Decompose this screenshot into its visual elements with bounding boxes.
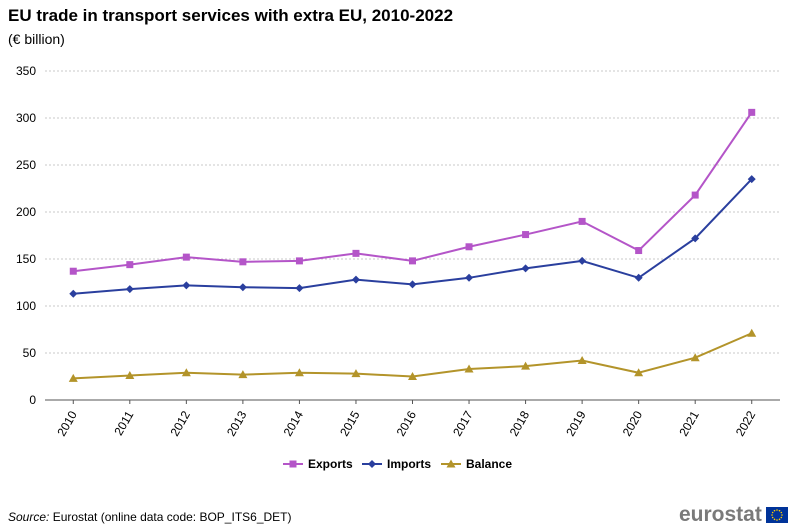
- data-point-exports: [691, 191, 699, 199]
- data-point-exports: [69, 267, 77, 275]
- data-point-balance: [634, 368, 644, 377]
- source-note: Source: Eurostat (online data code: BOP_…: [8, 510, 292, 524]
- series-line-exports: [73, 111, 753, 273]
- x-tick-label: 2011: [111, 408, 136, 438]
- data-point-exports: [295, 257, 303, 265]
- data-point-exports: [522, 231, 530, 239]
- legend-marker-balance: [446, 459, 456, 468]
- data-point-balance: [521, 361, 531, 370]
- data-point-balance: [464, 364, 474, 373]
- y-tick-label: 200: [16, 205, 36, 219]
- data-point-balance: [294, 368, 304, 377]
- x-tick-label: 2013: [224, 408, 250, 438]
- data-point-balance: [408, 372, 417, 380]
- data-point-balance: [238, 370, 248, 379]
- y-tick-label: 100: [16, 299, 36, 313]
- source-label: Source:: [8, 510, 50, 524]
- legend-label-imports: Imports: [387, 457, 431, 471]
- data-point-exports: [465, 243, 473, 251]
- data-point-exports: [239, 258, 247, 266]
- x-tick-label: 2020: [620, 408, 646, 438]
- x-tick-label: 2017: [450, 408, 476, 438]
- data-point-imports: [747, 175, 756, 184]
- data-point-exports: [126, 261, 134, 269]
- data-point-imports: [691, 234, 700, 243]
- eurostat-logo[interactable]: eurostat: [679, 503, 788, 527]
- data-point-imports: [351, 275, 360, 284]
- data-point-exports: [578, 217, 586, 225]
- y-tick-label: 250: [16, 158, 36, 172]
- chart-subtitle: (€ billion): [8, 31, 65, 47]
- data-point-imports: [125, 285, 134, 294]
- data-point-imports: [238, 283, 247, 292]
- data-point-imports: [634, 273, 643, 282]
- logo-text: eurostat: [679, 503, 762, 526]
- x-tick-label: 2014: [281, 408, 307, 438]
- legend-marker-imports: [368, 460, 376, 468]
- x-tick-label: 2018: [507, 408, 533, 438]
- legend-label-exports: Exports: [308, 457, 353, 471]
- data-point-exports: [748, 108, 756, 116]
- data-point-imports: [578, 256, 587, 265]
- legend-marker-exports: [289, 460, 297, 468]
- data-point-balance: [181, 368, 191, 377]
- chart-title: EU trade in transport services with extr…: [8, 6, 454, 25]
- legend-label-balance: Balance: [466, 457, 512, 471]
- data-point-balance: [68, 373, 78, 382]
- x-tick-label: 2016: [394, 408, 420, 438]
- y-tick-label: 50: [23, 346, 37, 360]
- data-point-imports: [521, 264, 530, 273]
- y-tick-label: 300: [16, 111, 36, 125]
- x-tick-label: 2015: [337, 408, 363, 438]
- data-point-imports: [408, 280, 417, 289]
- data-point-balance: [747, 328, 757, 337]
- x-tick-label: 2021: [676, 408, 702, 438]
- series-line-balance: [73, 332, 753, 380]
- line-chart: 0 50 100 150 200 250 300 350 2010 2011 2012 2013 201…: [16, 64, 780, 471]
- series-line-imports: [73, 178, 753, 295]
- data-point-exports: [182, 253, 190, 261]
- data-point-imports: [182, 281, 191, 290]
- x-tick-label: 2019: [563, 408, 589, 438]
- data-point-imports: [465, 273, 474, 282]
- data-point-exports: [352, 249, 360, 257]
- source-text: Eurostat (online data code: BOP_ITS6_DET…: [52, 510, 292, 524]
- x-tick-label: 2010: [54, 408, 80, 438]
- data-point-exports: [409, 257, 416, 265]
- eu-flag-icon: [765, 507, 788, 523]
- x-tick-label: 2022: [733, 408, 759, 438]
- data-point-balance: [690, 353, 700, 362]
- y-tick-label: 0: [29, 393, 36, 407]
- data-point-balance: [351, 369, 361, 378]
- data-point-balance: [125, 371, 135, 380]
- data-point-imports: [295, 284, 304, 293]
- data-point-imports: [69, 289, 78, 298]
- data-point-balance: [577, 356, 587, 365]
- x-tick-label: 2012: [167, 408, 193, 438]
- y-tick-label: 350: [16, 64, 36, 78]
- data-point-exports: [635, 247, 643, 255]
- y-tick-label: 150: [16, 252, 36, 266]
